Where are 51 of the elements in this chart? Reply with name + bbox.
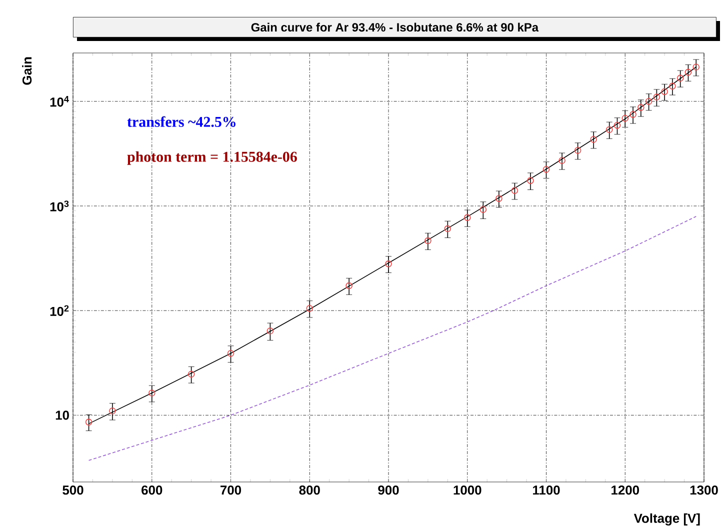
point — [669, 82, 676, 90]
point — [606, 126, 613, 133]
x-tick-label: 700 — [220, 486, 242, 495]
annotation: transfers ~42.5% — [127, 116, 236, 127]
point — [464, 214, 471, 221]
point — [385, 260, 392, 268]
point — [574, 146, 582, 154]
annotation: photon term = 1.15584e-06 — [127, 151, 297, 165]
point — [496, 195, 502, 202]
point — [676, 74, 684, 82]
point — [444, 225, 452, 232]
point — [480, 206, 487, 213]
x-tick-label: 1200 — [612, 486, 639, 495]
x-tick-label: 1000 — [454, 486, 482, 495]
point — [527, 177, 534, 184]
point — [511, 187, 518, 194]
x-tick-label: 900 — [378, 486, 399, 495]
point — [109, 407, 116, 414]
point — [424, 237, 432, 244]
x-tick-label: 1100 — [533, 486, 560, 495]
y-tick-label: 10$^{4}$ — [50, 96, 69, 107]
y-tick-label: 10 — [56, 410, 69, 420]
point — [638, 104, 644, 111]
chart-title: Gain curve for Ar 93.4% - Isobutane 6.6% at 90 kPa — [251, 22, 539, 32]
point — [590, 136, 597, 143]
point — [661, 88, 668, 95]
point — [188, 370, 195, 378]
x-tick-label: 500 — [62, 486, 84, 495]
point — [622, 114, 629, 122]
line-series — [88, 216, 697, 461]
point — [227, 350, 234, 357]
point — [630, 111, 636, 118]
x-tick-label: 800 — [299, 486, 320, 495]
point — [614, 122, 621, 129]
point — [653, 94, 660, 100]
point — [85, 418, 92, 426]
x-tick-label: 1300 — [690, 486, 718, 495]
point — [148, 390, 156, 396]
point — [542, 166, 550, 173]
point — [266, 327, 274, 334]
x-tick-label: 600 — [142, 486, 162, 495]
y-tick-label: 10$^{3}$ — [50, 200, 69, 212]
point — [692, 64, 700, 70]
point — [684, 68, 692, 76]
y-tick-label: 10$^{2}$ — [50, 305, 69, 316]
point — [346, 282, 352, 290]
point — [645, 98, 652, 105]
point — [558, 157, 566, 164]
point — [306, 304, 314, 312]
x-axis-title: Voltage [V] — [634, 513, 700, 526]
y-axis-title: Gain — [22, 57, 32, 85]
